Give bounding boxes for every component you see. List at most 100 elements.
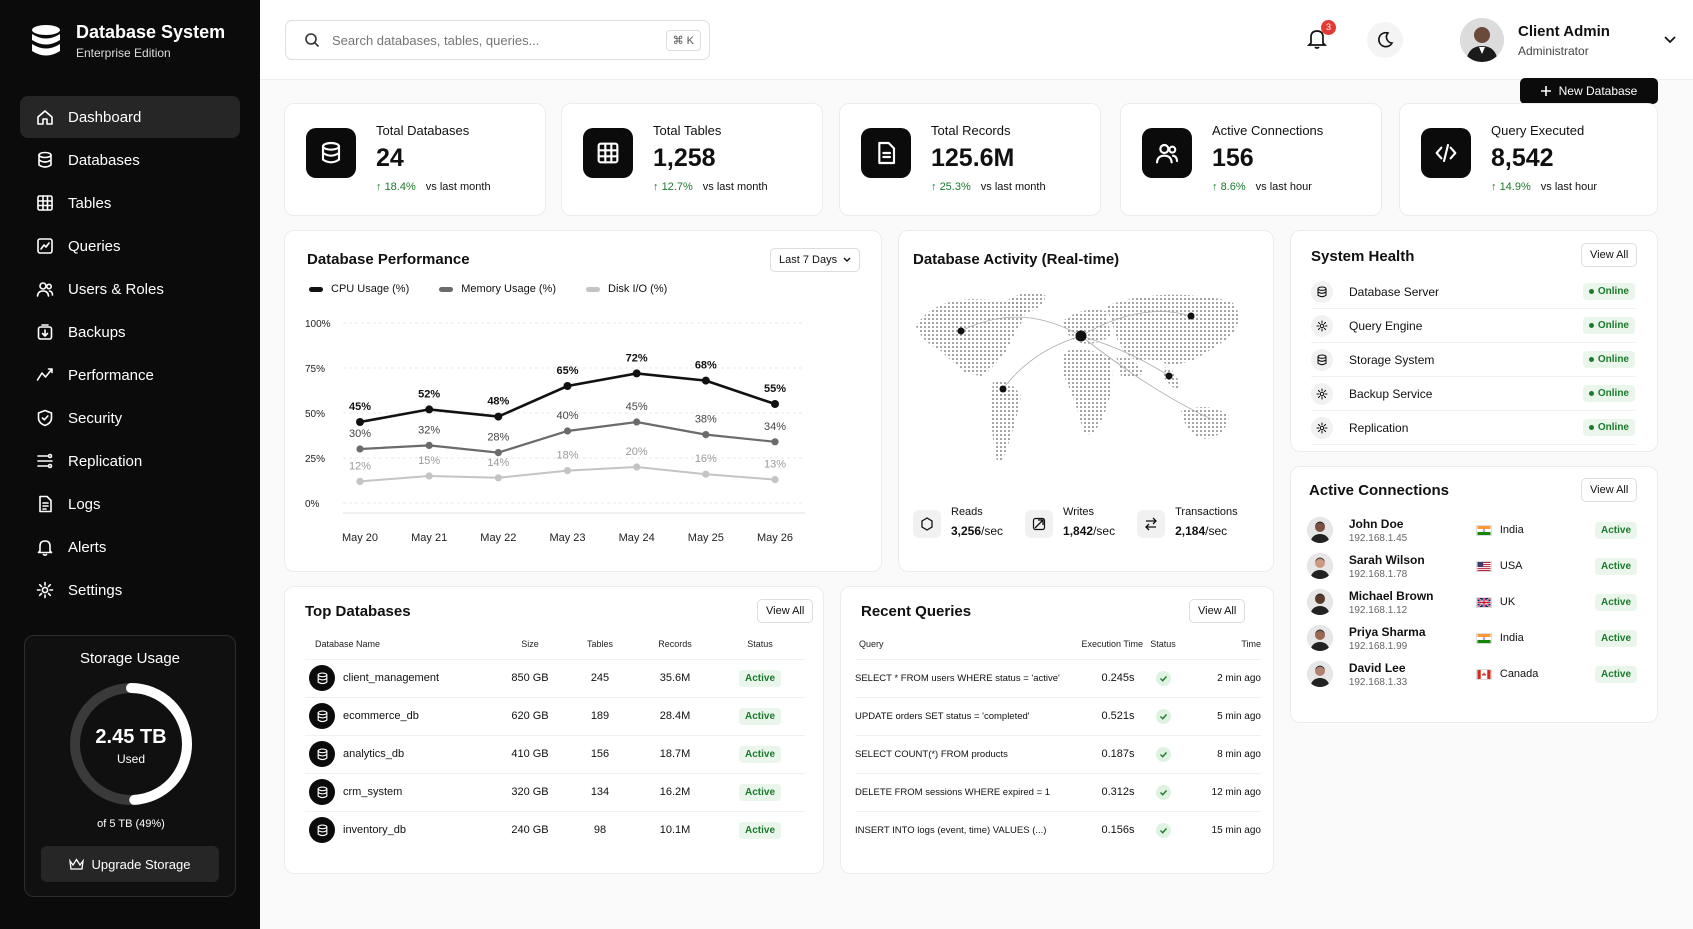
health-row[interactable]: Storage System Online [1311, 343, 1635, 377]
health-view-all-button[interactable]: View All [1581, 243, 1638, 267]
brand[interactable]: Database System Enterprise Edition [30, 22, 225, 60]
arrow-up-icon: ↑ [376, 181, 385, 193]
connection-row[interactable]: John Doe 192.168.1.45 India Active [1307, 511, 1638, 549]
table-cell: 320 GB [495, 772, 565, 811]
user-menu[interactable]: Client Admin Administrator [1460, 18, 1676, 62]
table-row[interactable]: UPDATE orders SET status = 'completed' 0… [855, 696, 1261, 735]
table-row[interactable]: INSERT INTO logs (event, time) VALUES (.… [855, 810, 1261, 849]
table-icon [583, 128, 633, 178]
arrow-up-icon: ↑ [931, 181, 940, 193]
sidebar-item-backups[interactable]: Backups [20, 311, 240, 353]
column-header[interactable]: Execution Time [1081, 638, 1143, 649]
table-row[interactable]: DELETE FROM sessions WHERE expired = 1 0… [855, 772, 1261, 811]
table-row[interactable]: crm_system 320 GB 134 16.2M Active [305, 772, 805, 811]
stat-change-pct: 14.9% [1499, 181, 1531, 193]
data-point [771, 400, 779, 408]
sidebar-item-users-roles[interactable]: Users & Roles [20, 268, 240, 310]
health-row[interactable]: Database Server Online [1311, 275, 1635, 309]
connection-country: Canada [1499, 668, 1539, 680]
performance-chart: 100% 75% 50% 25% 0% May 20 May 21 May 22 May 23 M… [305, 319, 805, 544]
new-database-button[interactable]: New Database [1520, 78, 1658, 104]
table-row[interactable]: analytics_db 410 GB 156 18.7M Active [305, 734, 805, 773]
legend-item[interactable]: CPU Usage (%) [309, 283, 409, 295]
plus-icon [1540, 86, 1551, 96]
service-icon [1311, 416, 1333, 439]
table-cell: 10.1M [635, 810, 715, 849]
storage-used-label: Used [116, 752, 145, 766]
theme-toggle[interactable] [1367, 22, 1403, 58]
sidebar-item-dashboard[interactable]: Dashboard [20, 96, 240, 138]
connection-country: UK [1499, 596, 1516, 608]
queries-view-all-button[interactable]: View All [1189, 599, 1246, 623]
service-name: Storage System [1349, 352, 1435, 367]
connection-row[interactable]: Michael Brown 192.168.1.12 UK Active [1307, 583, 1638, 621]
connection-row[interactable]: Sarah Wilson 192.168.1.78 USA Active [1307, 547, 1638, 585]
column-header[interactable]: Size [521, 638, 539, 649]
column-header[interactable]: Status [1150, 638, 1176, 649]
database-icon [309, 817, 335, 844]
upgrade-storage-button[interactable]: Upgrade Storage [41, 846, 219, 882]
legend-item[interactable]: Disk I/O (%) [586, 283, 667, 295]
recent-queries-table: Query Execution Time Status Time SELECT * F… [855, 629, 1261, 849]
data-point [425, 405, 434, 414]
check-icon [1155, 670, 1171, 686]
sidebar-item-queries[interactable]: Queries [20, 225, 240, 267]
column-header[interactable]: Status [747, 638, 773, 649]
query-text: SELECT * FROM users WHERE status = 'acti… [855, 658, 1063, 697]
status-badge: Active [1595, 522, 1638, 539]
stat-card-total-databases[interactable]: Total Databases 24 ↑ 18.4% vs last month [284, 103, 546, 216]
legend-item[interactable]: Memory Usage (%) [439, 283, 556, 295]
table-row[interactable]: SELECT COUNT(*) FROM products 0.187s 8 m… [855, 734, 1261, 773]
table-row[interactable]: ecommerce_db 620 GB 189 28.4M Active [305, 696, 805, 735]
status-badge: Active [738, 822, 781, 840]
query-text: INSERT INTO logs (event, time) VALUES (.… [855, 810, 1063, 849]
column-header[interactable]: Records [658, 638, 692, 649]
sidebar-item-databases[interactable]: Databases [20, 139, 240, 181]
legend-swatch [439, 286, 454, 292]
column-header[interactable]: Database Name [315, 638, 381, 649]
health-row[interactable]: Replication Online [1311, 411, 1635, 445]
connection-row[interactable]: David Lee 192.168.1.33 Canada Active [1307, 655, 1638, 693]
column-header[interactable]: Time [1241, 638, 1261, 649]
sidebar-item-logs[interactable]: Logs [20, 483, 240, 525]
sidebar-item-alerts[interactable]: Alerts [20, 526, 240, 568]
connections-view-all-button[interactable]: View All [1581, 478, 1638, 502]
sidebar-item-security[interactable]: Security [20, 397, 240, 439]
status-badge: Active [1595, 666, 1638, 683]
sidebar-item-performance[interactable]: Performance [20, 354, 240, 396]
search-icon [305, 33, 320, 48]
stat-card-query-executed[interactable]: Query Executed 8,542 ↑ 14.9% vs last hour [1399, 103, 1658, 216]
arrow-up-icon: ↑ [1491, 181, 1500, 193]
stat-card-active-connections[interactable]: Active Connections 156 ↑ 8.6% vs last hou… [1120, 103, 1382, 216]
execution-time: 0.521s [1063, 696, 1143, 735]
connection-user-name: Michael Brown [1348, 588, 1434, 603]
sidebar-item-replication[interactable]: Replication [20, 440, 240, 482]
sidebar-item-tables[interactable]: Tables [20, 182, 240, 224]
search-input[interactable] [332, 32, 642, 48]
stat-card-total-records[interactable]: Total Records 125.6M ↑ 25.3% vs last mont… [839, 103, 1101, 216]
status-badge: Online [1582, 283, 1635, 300]
connection-row[interactable]: Priya Sharma 192.168.1.99 India Active [1307, 619, 1638, 657]
connection-ip: 192.168.1.12 [1348, 604, 1408, 616]
table-cell: 240 GB [495, 810, 565, 849]
health-row[interactable]: Query Engine Online [1311, 309, 1635, 343]
sidebar-item-settings[interactable]: Settings [20, 569, 240, 611]
range-dropdown[interactable]: Last 7 Days [770, 248, 861, 272]
databases-view-all-button[interactable]: View All [757, 599, 814, 623]
status-text: Online [1597, 388, 1629, 399]
table-row[interactable]: client_management 850 GB 245 35.6M Active [305, 658, 805, 697]
column-header[interactable]: Tables [586, 638, 613, 649]
avatar [1307, 589, 1333, 615]
health-row[interactable]: Backup Service Online [1311, 377, 1635, 411]
table-row[interactable]: inventory_db 240 GB 98 10.1M Active [305, 810, 805, 849]
stat-card-total-tables[interactable]: Total Tables 1,258 ↑ 12.7% vs last month [561, 103, 823, 216]
connection-ip: 192.168.1.45 [1348, 532, 1408, 544]
table-cell: 410 GB [495, 734, 565, 773]
search-bar[interactable]: ⌘ K [285, 20, 710, 60]
column-header[interactable]: Query [859, 638, 884, 649]
x-tick-label: May 25 [688, 532, 724, 544]
table-row[interactable]: SELECT * FROM users WHERE status = 'acti… [855, 658, 1261, 697]
sidebar-nav: Dashboard Databases Tables Queries Users… [20, 96, 240, 612]
notifications-button[interactable]: 3 [1305, 20, 1336, 54]
y-tick-label: 100% [305, 319, 331, 330]
